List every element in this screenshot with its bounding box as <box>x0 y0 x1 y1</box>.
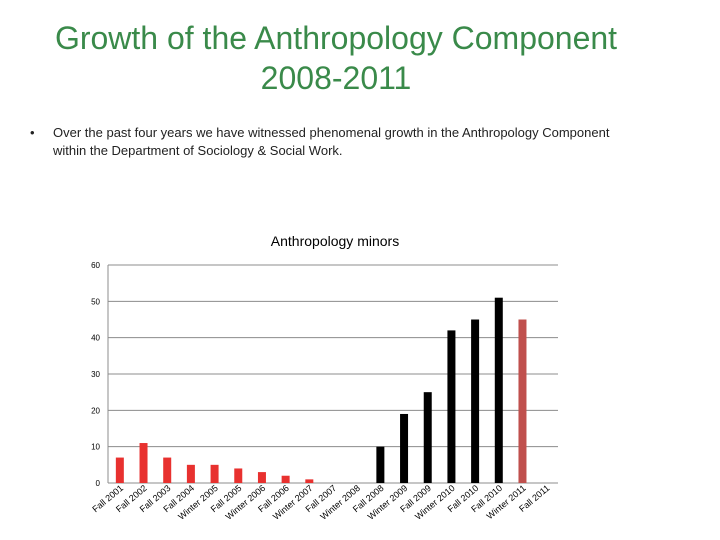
bullet-dot-icon: • <box>30 125 35 140</box>
slide-title-line1: Growth of the Anthropology Component <box>54 20 618 56</box>
bullet-text: Over the past four years we have witness… <box>53 125 610 158</box>
y-tick-label: 40 <box>91 334 100 343</box>
bar-8 <box>281 475 290 483</box>
bar-16 <box>471 319 480 483</box>
bar-13 <box>400 413 409 483</box>
slide-title-line2: 2008-2011 <box>260 60 412 96</box>
y-tick-label: 30 <box>91 370 100 379</box>
bar-4 <box>186 464 195 483</box>
bar-9 <box>305 479 314 483</box>
bar-14 <box>423 392 432 483</box>
bar-15 <box>447 330 456 483</box>
bar-7 <box>257 472 266 483</box>
bar-3 <box>163 457 172 483</box>
bar-17 <box>494 297 503 483</box>
y-tick-label: 10 <box>91 443 100 452</box>
bar-18 <box>518 319 527 483</box>
bar-12 <box>376 446 385 483</box>
bar-2 <box>139 443 148 483</box>
y-tick-label: 0 <box>96 479 101 488</box>
slide-title: Growth of the Anthropology Component 200… <box>0 18 672 98</box>
bar-6 <box>234 468 243 483</box>
bar-5 <box>210 464 219 483</box>
chart-title: Anthropology minors <box>271 233 399 249</box>
bar-1 <box>115 457 124 483</box>
y-tick-label: 60 <box>91 261 100 270</box>
y-tick-label: 20 <box>91 406 100 415</box>
y-tick-label: 50 <box>91 297 100 306</box>
